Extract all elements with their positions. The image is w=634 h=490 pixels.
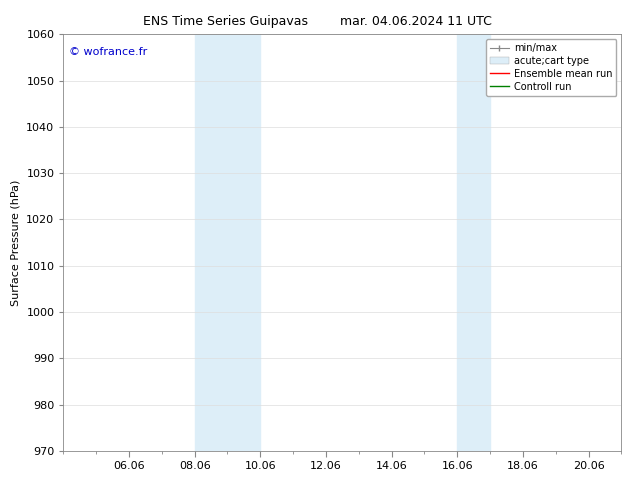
Y-axis label: Surface Pressure (hPa): Surface Pressure (hPa) [11,179,21,306]
Bar [195,34,261,451]
Text: ENS Time Series Guipavas        mar. 04.06.2024 11 UTC: ENS Time Series Guipavas mar. 04.06.2024… [143,15,491,28]
Text: © wofrance.fr: © wofrance.fr [69,47,147,57]
Bar [457,34,490,451]
Legend: min/max, acute;cart type, Ensemble mean run, Controll run: min/max, acute;cart type, Ensemble mean … [486,39,616,96]
